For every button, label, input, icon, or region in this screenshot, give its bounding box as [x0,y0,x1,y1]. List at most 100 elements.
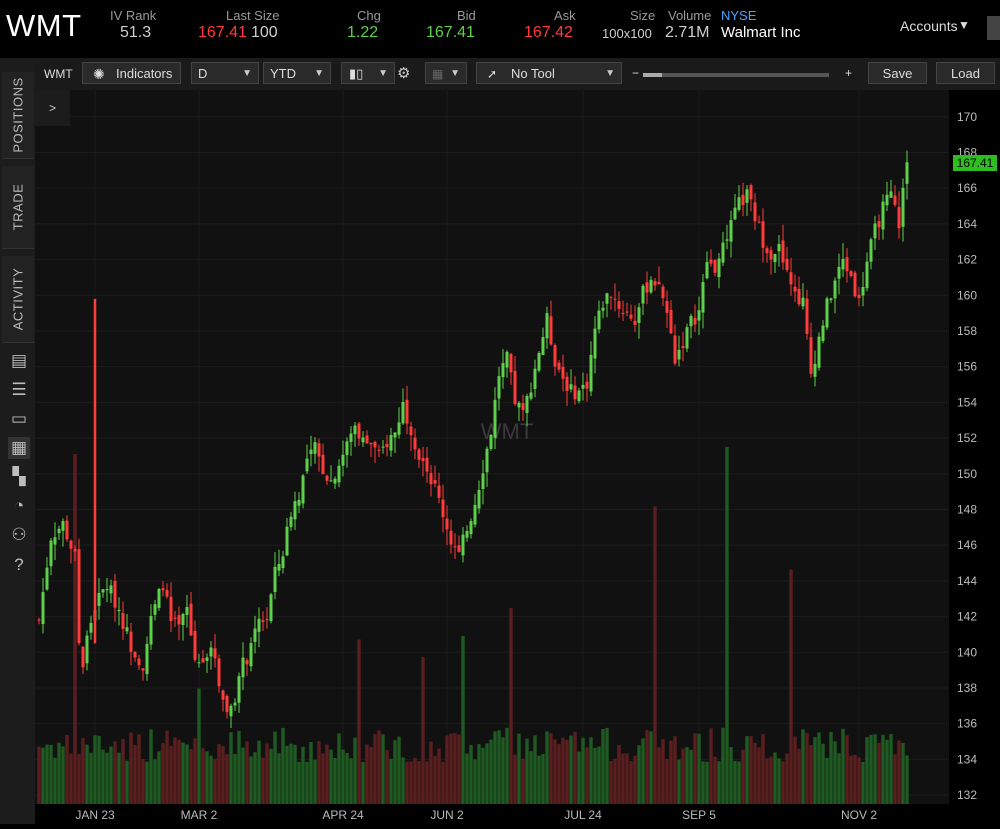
candle-body[interactable] [657,281,661,285]
candle-body[interactable] [821,325,825,341]
candle-body[interactable] [297,499,301,506]
candle-body[interactable] [541,337,545,356]
candle-body[interactable] [849,271,853,277]
candle-body[interactable] [549,316,553,345]
candle-body[interactable] [333,478,337,484]
candle-body[interactable] [517,402,521,408]
candle-body[interactable] [617,301,621,309]
candle-body[interactable] [521,403,525,411]
candle-body[interactable] [577,390,581,402]
candle-body[interactable] [313,442,317,454]
candle-body[interactable] [709,259,713,264]
candle-body[interactable] [525,395,529,414]
load-button[interactable]: Load [936,62,995,84]
candle-body[interactable] [241,657,245,678]
candle-body[interactable] [173,617,177,619]
candle-body[interactable] [269,594,273,622]
candle-body[interactable] [789,272,793,285]
candle-body[interactable] [629,314,633,319]
candle-body[interactable] [545,313,549,339]
candle-body[interactable] [109,585,113,594]
candle-body[interactable] [249,643,253,667]
time-axis[interactable]: JAN 23 MAR 2 APR 24 JUN 2 JUL 24 SEP 5 NOV 2 [75,808,877,822]
candle-body[interactable] [57,528,61,534]
candle-body[interactable] [169,596,173,622]
candle-body[interactable] [41,592,45,625]
candle-body[interactable] [737,197,741,210]
candle-body[interactable] [101,589,105,593]
candle-body[interactable] [325,475,329,481]
candle-body[interactable] [373,441,377,448]
candle-body[interactable] [73,549,77,552]
candle-body[interactable] [601,307,605,311]
candle-body[interactable] [833,280,837,299]
candle-body[interactable] [197,662,201,664]
panel-corner-handle[interactable] [987,16,1000,40]
candle-body[interactable] [501,363,505,378]
candle-body[interactable] [673,335,677,364]
candle-body[interactable] [281,556,285,568]
candle-body[interactable] [209,647,213,657]
candle-body[interactable] [137,658,141,666]
candle-body[interactable] [669,309,673,334]
candle-body[interactable] [857,294,861,299]
candle-body[interactable] [465,531,469,538]
candle-body[interactable] [69,540,73,549]
candle-body[interactable] [793,286,797,292]
candle-body[interactable] [533,368,537,389]
candle-body[interactable] [505,351,509,368]
interval-select[interactable]: D ▼ [191,62,259,84]
candle-body[interactable] [457,545,461,552]
candle-body[interactable] [273,566,277,593]
candle-body[interactable] [361,437,365,443]
zoom-in-button[interactable]: + [845,66,853,80]
candle-body[interactable] [721,242,725,263]
candle-body[interactable] [825,298,829,328]
candle-body[interactable] [585,381,589,389]
candle-body[interactable] [89,622,93,633]
candle-body[interactable] [153,604,157,615]
candle-body[interactable] [753,202,757,222]
candle-body[interactable] [677,349,681,360]
gear-icon[interactable]: ⚙ [397,65,411,82]
tab-trade[interactable]: TRADE [2,166,34,249]
candle-body[interactable] [301,475,305,504]
candles[interactable] [37,150,909,728]
candle-body[interactable] [133,651,137,658]
candle-body[interactable] [493,399,497,438]
candle-body[interactable] [553,345,557,367]
candle-body[interactable] [213,648,217,659]
candle-body[interactable] [817,336,821,368]
candle-body[interactable] [317,443,321,457]
candle-body[interactable] [165,589,169,597]
chart-style-select[interactable]: ▮▯ ▼ [341,62,395,84]
candle-body[interactable] [129,631,133,652]
candle-body[interactable] [37,619,41,621]
candle-body[interactable] [97,592,101,606]
candle-body[interactable] [237,676,241,703]
candle-body[interactable] [665,300,669,313]
candle-body[interactable] [141,668,145,671]
candle-body[interactable] [813,363,817,377]
candle-body[interactable] [105,589,109,591]
candle-body[interactable] [873,223,877,239]
candle-body[interactable] [797,288,801,305]
chevron-down-icon[interactable]: ▼ [958,18,970,32]
candle-body[interactable] [393,432,397,438]
candle-body[interactable] [853,272,857,297]
candle-body[interactable] [381,446,385,448]
candle-body[interactable] [621,312,625,314]
candle-body[interactable] [77,549,81,644]
price-axis[interactable]: 132 134 136 138 140 142 144 146 148 150 152 154 156 1… [957,110,977,802]
candle-body[interactable] [681,346,685,349]
candle-body[interactable] [869,239,873,262]
candle-body[interactable] [593,328,597,359]
candle-body[interactable] [565,376,569,391]
candle-body[interactable] [733,207,737,220]
candle-body[interactable] [449,530,453,545]
candle-body[interactable] [509,353,513,373]
candle-body[interactable] [417,449,421,460]
candle-body[interactable] [485,448,489,473]
candle-body[interactable] [645,282,649,293]
candle-body[interactable] [889,191,893,198]
